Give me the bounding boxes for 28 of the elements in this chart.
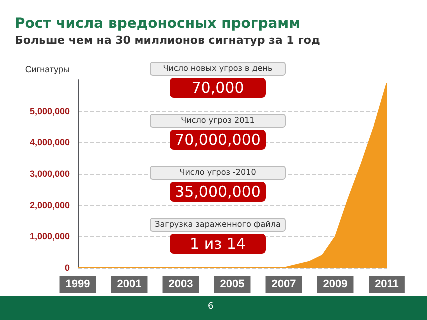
y-axis-title: Сигнатуры (25, 64, 70, 74)
x-tick-label: 2009 (323, 278, 348, 290)
y-tick-label: 2,000,000 (30, 200, 70, 210)
annotation: 1 из 14 (170, 234, 266, 254)
x-tick-label: 2003 (168, 278, 194, 290)
y-tick-label: 0 (64, 263, 70, 273)
text: 6 (208, 302, 214, 312)
annotation: Число угроз 2011 (150, 114, 286, 128)
callout-box: Число новых угроз в день 70,000 (150, 62, 286, 98)
annotation: 35,000,000 (170, 182, 266, 202)
y-tick-label: 4,000,000 (30, 138, 70, 148)
chart-subtitle: Больше чем на 30 миллионов сигнатур за 1 год (15, 34, 320, 47)
callout-box: Число угроз 2011 70,000,000 (150, 114, 286, 150)
x-tick-label: 1999 (66, 278, 90, 290)
annotation: Загрузка зараженного файла (150, 218, 286, 232)
y-tick-label: 5,000,000 (30, 106, 70, 116)
y-tick-label: 1,000,000 (30, 232, 70, 242)
callout-box: Загрузка зараженного файла 1 из 14 (150, 218, 286, 254)
y-tick-label: 3,000,000 (30, 169, 70, 179)
annotation: 70,000,000 (170, 130, 266, 150)
x-tick-label: 2001 (117, 278, 142, 290)
callout-box: Число угроз -2010 35,000,000 (150, 166, 286, 202)
x-tick-label: 2011 (375, 278, 399, 290)
chart-title: Рост числа вредоносных программ (15, 16, 301, 32)
x-tick-label: 2007 (272, 278, 296, 290)
x-tick-label: 2005 (220, 278, 245, 290)
annotation: 70,000 (170, 78, 266, 98)
annotation: Число угроз -2010 (150, 166, 286, 180)
